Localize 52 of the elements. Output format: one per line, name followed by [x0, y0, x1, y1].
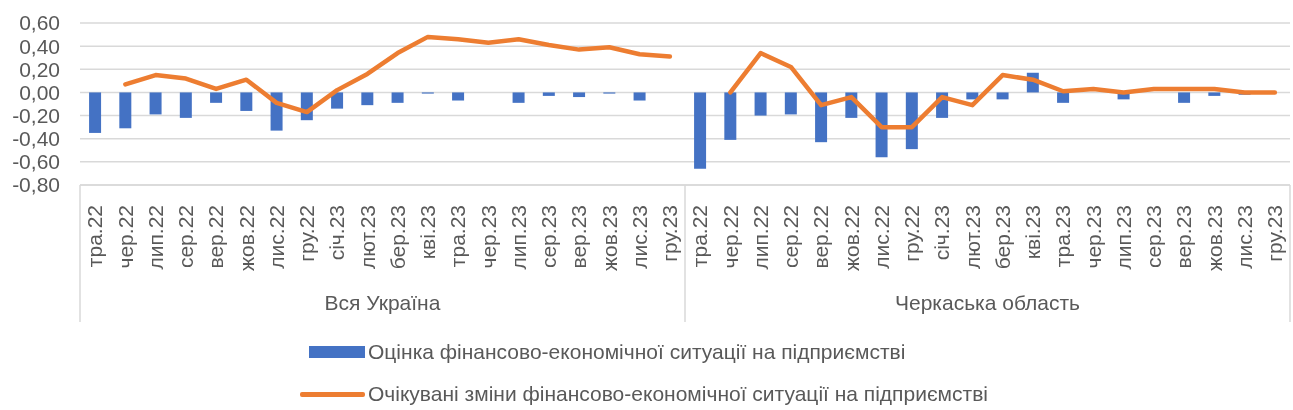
x-tick-label: жов.23 [1202, 205, 1226, 272]
x-tick-label: гру.23 [1263, 205, 1287, 262]
x-tick-label: гру.22 [295, 205, 319, 262]
x-tick-label: вер.22 [809, 205, 833, 269]
x-tick-label: тра.23 [446, 205, 470, 268]
x-tick-label: кві.23 [1021, 205, 1045, 260]
y-tick-label: -0,80 [12, 173, 60, 197]
y-tick-label: 0,60 [19, 11, 60, 35]
x-tick-label: тра.22 [83, 205, 107, 268]
x-tick-label: жов.22 [234, 205, 258, 272]
y-tick-label: 0,40 [19, 34, 60, 58]
x-tick-label: чер.22 [718, 205, 742, 269]
y-tick-label: 0,20 [19, 57, 60, 81]
x-tick-label: бер.23 [385, 205, 409, 270]
x-tick-label: сер.22 [779, 205, 803, 269]
y-tick-label: -0,60 [12, 150, 60, 174]
x-tick-label: лис.22 [264, 205, 288, 269]
x-tick-label: чер.23 [1081, 205, 1105, 269]
x-tick-label: лис.23 [627, 205, 651, 269]
x-tick-label: лют.23 [355, 205, 379, 270]
text: Черкаська область [894, 290, 1081, 314]
y-tick-label: -0,20 [12, 104, 60, 128]
x-tick-label: лип.23 [1111, 205, 1135, 270]
x-tick-label: вер.22 [204, 205, 228, 269]
x-tick-label: тра.22 [688, 205, 712, 268]
x-tick-label: жов.22 [839, 205, 863, 272]
x-tick-label: лис.23 [1232, 205, 1256, 269]
y-tick-label: -0,40 [12, 127, 60, 151]
x-tick-label: вер.23 [567, 205, 591, 269]
x-tick-label: лип.22 [143, 205, 167, 270]
x-tick-label: січ.23 [325, 205, 349, 261]
x-tick-label: бер.23 [990, 205, 1014, 270]
x-tick-label: лип.23 [506, 205, 530, 270]
x-tick-label: сер.23 [537, 205, 561, 269]
x-tick-label: кві.23 [416, 205, 440, 260]
x-tick-label: лют.23 [960, 205, 984, 270]
x-tick-label: гру.23 [658, 205, 682, 262]
x-tick-label: гру.22 [900, 205, 924, 262]
legend-label: Оцінка фінансово-економічної ситуації на підприємстві [368, 340, 906, 364]
x-tick-label: тра.23 [1051, 205, 1075, 268]
legend-label: Очікувані зміни фінансово-економічної ситуації на підприємстві [368, 382, 988, 406]
x-tick-label: лис.22 [869, 205, 893, 269]
x-tick-label: вер.23 [1172, 205, 1196, 269]
x-tick-label: січ.23 [930, 205, 954, 261]
x-tick-label: жов.23 [597, 205, 621, 272]
x-tick-label: лип.22 [748, 205, 772, 270]
x-tick-label: чер.22 [113, 205, 137, 269]
x-tick-label: чер.23 [476, 205, 500, 269]
y-tick-label: 0,00 [19, 80, 60, 104]
x-tick-label: сер.22 [174, 205, 198, 269]
text: Вся Україна [324, 290, 441, 314]
x-tick-label: сер.23 [1142, 205, 1166, 269]
